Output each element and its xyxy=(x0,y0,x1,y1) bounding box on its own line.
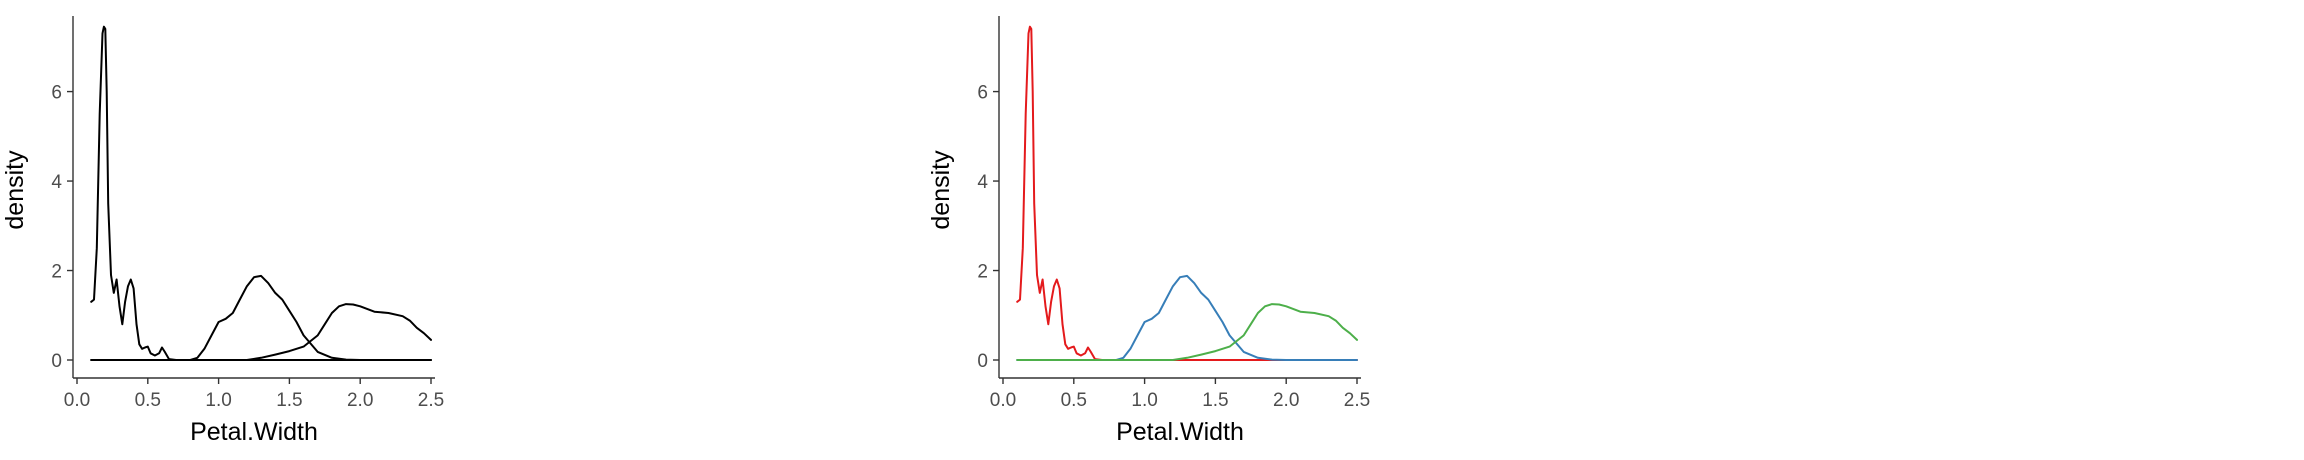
y-axis-title: density xyxy=(1,150,29,230)
x-tick-label: 2.0 xyxy=(1273,390,1299,411)
y-tick-label: 6 xyxy=(51,83,62,104)
x-tick-label: 1.5 xyxy=(276,390,302,411)
x-tick-label: 2.5 xyxy=(418,390,444,411)
y-tick-label: 4 xyxy=(51,172,62,193)
y-tick-label: 6 xyxy=(977,83,988,104)
x-tick-label: 0.0 xyxy=(64,390,90,411)
x-axis-title: Petal.Width xyxy=(1116,418,1244,446)
y-tick-label: 0 xyxy=(51,351,62,372)
density-chart-colored: 0 2 4 6 0.0 0.5 1.0 1.5 2.0 2.5 Petal.Width density xyxy=(927,16,1370,446)
x-tick-label: 0.0 xyxy=(990,390,1016,411)
x-tick-label: 1.5 xyxy=(1202,390,1228,411)
x-tick-label: 0.5 xyxy=(1061,390,1087,411)
x-tick-label: 0.5 xyxy=(135,390,161,411)
x-tick-label: 2.0 xyxy=(347,390,373,411)
density-line-virginica xyxy=(1016,303,1358,361)
x-axis-title: Petal.Width xyxy=(190,418,318,446)
density-chart-monochrome: 0 2 4 6 0.0 0.5 1.0 1.5 2.0 2.5 Petal.Width density xyxy=(1,16,444,446)
y-tick-label: 4 xyxy=(977,172,988,193)
y-tick-label: 2 xyxy=(977,262,988,283)
x-tick-label: 1.0 xyxy=(205,390,231,411)
x-tick-label: 2.5 xyxy=(1344,390,1370,411)
density-line-virginica xyxy=(90,303,432,361)
y-axis-title: density xyxy=(927,150,955,230)
y-tick-label: 0 xyxy=(977,351,988,372)
x-tick-label: 1.0 xyxy=(1131,390,1157,411)
density-line-versicolor xyxy=(90,274,432,361)
density-line-versicolor xyxy=(1016,274,1358,361)
density-line-setosa xyxy=(90,25,432,361)
y-tick-label: 2 xyxy=(51,262,62,283)
density-line-setosa xyxy=(1016,25,1358,361)
